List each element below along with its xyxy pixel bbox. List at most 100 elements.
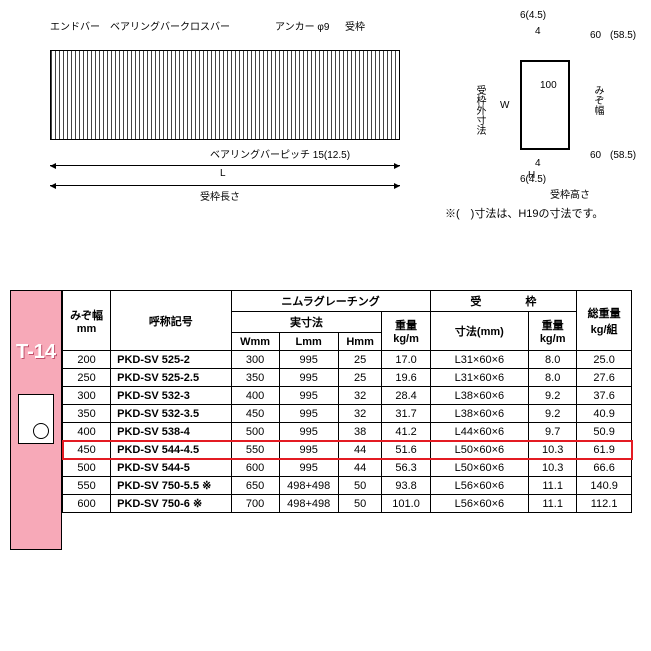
dim-frame-length — [50, 185, 400, 186]
cell-tw: 140.9 — [577, 477, 632, 495]
label-W: W — [500, 100, 509, 111]
cell-fd: L31×60×6 — [430, 351, 528, 369]
label-bearing-bar: ベアリングバー — [110, 18, 180, 33]
cell-H: 50 — [338, 477, 382, 495]
label-4b: 4 — [535, 158, 541, 169]
tab-t14: T-14 — [16, 341, 56, 364]
cell-wk: 56.3 — [382, 459, 430, 477]
table-row: 350PKD-SV 532-3.54509953231.7L38×60×69.2… — [63, 405, 632, 423]
cell-fw: 9.7 — [529, 423, 577, 441]
cell-g: 450 — [63, 441, 111, 459]
cell-code: PKD-SV 750-5.5 ※ — [111, 477, 231, 495]
th-wkgm: 重量 kg/m — [382, 312, 430, 351]
dim-L — [50, 165, 400, 166]
cell-W: 400 — [231, 387, 279, 405]
label-frame: 受枠 — [345, 18, 365, 33]
table-row: 300PKD-SV 532-34009953228.4L38×60×69.237… — [63, 387, 632, 405]
tab-icon — [18, 394, 54, 444]
cell-H: 32 — [338, 405, 382, 423]
th-Wmm: Wmm — [231, 333, 279, 351]
th-groove: みぞ幅 mm — [63, 291, 111, 351]
cell-fw: 8.0 — [529, 351, 577, 369]
table-area: T-14 みぞ幅 mm 呼称記号 ニムラグレーチング 受 枠 総重量 kg/組 … — [10, 290, 640, 513]
cell-W: 700 — [231, 495, 279, 513]
spec-table: みぞ幅 mm 呼称記号 ニムラグレーチング 受 枠 総重量 kg/組 実寸法 重… — [62, 290, 632, 513]
cell-code: PKD-SV 525-2 — [111, 351, 231, 369]
cell-fw: 9.2 — [529, 387, 577, 405]
cell-L: 498+498 — [279, 477, 338, 495]
cell-L: 498+498 — [279, 495, 338, 513]
cell-fd: L50×60×6 — [430, 459, 528, 477]
cell-g: 350 — [63, 405, 111, 423]
cell-g: 600 — [63, 495, 111, 513]
cell-W: 550 — [231, 441, 279, 459]
table-row: 600PKD-SV 750-6 ※700498+49850101.0L56×60… — [63, 495, 632, 513]
cell-fd: L44×60×6 — [430, 423, 528, 441]
cell-code: PKD-SV 532-3.5 — [111, 405, 231, 423]
cell-code: PKD-SV 538-4 — [111, 423, 231, 441]
cell-L: 995 — [279, 369, 338, 387]
cell-L: 995 — [279, 405, 338, 423]
cell-H: 32 — [338, 387, 382, 405]
left-diagram: エンドバー ベアリングバー クロスバー アンカー φ9 受枠 ベアリングバーピッ… — [20, 10, 430, 220]
cell-tw: 40.9 — [577, 405, 632, 423]
cell-H: 44 — [338, 459, 382, 477]
cell-tw: 66.6 — [577, 459, 632, 477]
cell-W: 500 — [231, 423, 279, 441]
cell-W: 450 — [231, 405, 279, 423]
label-cross-bar: クロスバー — [180, 18, 230, 33]
diagram-area: エンドバー ベアリングバー クロスバー アンカー φ9 受枠 ベアリングバーピッ… — [20, 10, 630, 230]
cell-L: 995 — [279, 387, 338, 405]
table-row: 200PKD-SV 525-23009952517.0L31×60×68.025… — [63, 351, 632, 369]
cell-fd: L50×60×6 — [430, 441, 528, 459]
cell-g: 500 — [63, 459, 111, 477]
label-585a: (58.5) — [610, 30, 636, 41]
cell-fw: 8.0 — [529, 369, 577, 387]
cell-g: 400 — [63, 423, 111, 441]
cell-wk: 19.6 — [382, 369, 430, 387]
label-100: 100 — [540, 80, 557, 91]
th-totalw: 総重量 kg/組 — [577, 291, 632, 351]
cell-tw: 37.6 — [577, 387, 632, 405]
th-frame-group: 受 枠 — [430, 291, 577, 312]
cell-code: PKD-SV 525-2.5 — [111, 369, 231, 387]
cell-fw: 10.3 — [529, 459, 577, 477]
cell-g: 300 — [63, 387, 111, 405]
th-Hmm: Hmm — [338, 333, 382, 351]
cell-fw: 9.2 — [529, 405, 577, 423]
cell-wk: 93.8 — [382, 477, 430, 495]
cell-W: 300 — [231, 351, 279, 369]
cell-fw: 11.1 — [529, 477, 577, 495]
table-row: 550PKD-SV 750-5.5 ※650498+4985093.8L56×6… — [63, 477, 632, 495]
label-anchor: アンカー φ9 — [275, 18, 329, 33]
cell-fd: L38×60×6 — [430, 387, 528, 405]
cell-wk: 101.0 — [382, 495, 430, 513]
cell-wk: 31.7 — [382, 405, 430, 423]
cell-tw: 112.1 — [577, 495, 632, 513]
label-pitch: ベアリングバーピッチ 15(12.5) — [210, 146, 350, 161]
cell-H: 50 — [338, 495, 382, 513]
label-frame-length: 受枠長さ — [200, 188, 240, 203]
cell-L: 995 — [279, 441, 338, 459]
cell-code: PKD-SV 750-6 ※ — [111, 495, 231, 513]
cell-fw: 10.3 — [529, 441, 577, 459]
label-H: H — [528, 170, 535, 181]
label-end-bar: エンドバー — [50, 18, 100, 33]
table-row: 500PKD-SV 544-56009954456.3L50×60×610.36… — [63, 459, 632, 477]
cell-H: 25 — [338, 351, 382, 369]
cell-H: 44 — [338, 441, 382, 459]
cell-fd: L31×60×6 — [430, 369, 528, 387]
cell-g: 200 — [63, 351, 111, 369]
cell-wk: 51.6 — [382, 441, 430, 459]
th-grating-group: ニムラグレーチング — [231, 291, 430, 312]
cell-fd: L56×60×6 — [430, 477, 528, 495]
cell-W: 650 — [231, 477, 279, 495]
table-body: 200PKD-SV 525-23009952517.0L31×60×68.025… — [63, 351, 632, 513]
label-60a: 60 — [590, 30, 601, 41]
cell-g: 550 — [63, 477, 111, 495]
label-L: L — [220, 168, 226, 179]
label-645a: 6(4.5) — [520, 10, 546, 21]
cell-L: 995 — [279, 459, 338, 477]
cell-W: 600 — [231, 459, 279, 477]
cell-H: 38 — [338, 423, 382, 441]
